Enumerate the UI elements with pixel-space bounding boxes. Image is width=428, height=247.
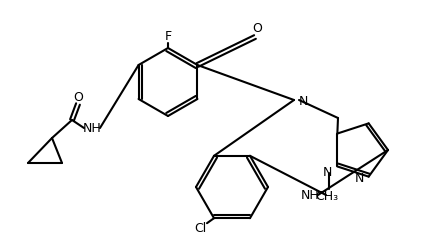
Text: Cl: Cl: [194, 222, 206, 235]
Text: N: N: [323, 166, 333, 179]
Text: O: O: [73, 90, 83, 103]
Text: NH: NH: [300, 188, 319, 202]
Text: N: N: [299, 95, 309, 107]
Text: N: N: [354, 172, 364, 185]
Text: CH₃: CH₃: [315, 190, 338, 203]
Text: O: O: [252, 22, 262, 36]
Text: NH: NH: [83, 122, 101, 135]
Text: F: F: [164, 30, 172, 43]
